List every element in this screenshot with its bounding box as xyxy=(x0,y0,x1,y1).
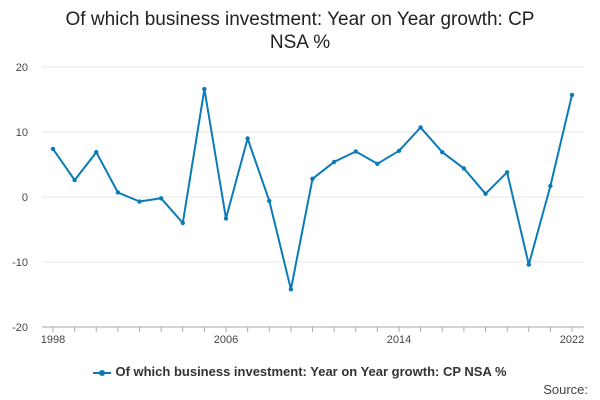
y-tick-label: 20 xyxy=(16,62,28,74)
data-point xyxy=(137,199,142,204)
data-point xyxy=(288,287,294,292)
data-point xyxy=(461,166,467,171)
chart-title-line-2: NSA % xyxy=(269,32,331,53)
data-point xyxy=(504,170,510,175)
data-point xyxy=(267,198,272,204)
data-point xyxy=(202,86,207,92)
data-point xyxy=(353,149,358,154)
data-point xyxy=(548,183,553,189)
data-point xyxy=(396,148,402,154)
x-tick-label: 2006 xyxy=(214,334,238,346)
x-tick-label: 2022 xyxy=(560,334,584,346)
data-point xyxy=(180,220,185,226)
chart-title: Of which business investment: Year on Ye… xyxy=(0,8,600,54)
source-label: Source: xyxy=(543,382,588,397)
x-tick-label: 1998 xyxy=(41,334,65,346)
data-point xyxy=(375,161,380,167)
data-point xyxy=(310,176,315,181)
x-tick-label: 2014 xyxy=(387,334,411,346)
y-tick-label: -10 xyxy=(12,257,28,269)
data-point xyxy=(331,159,337,165)
data-point xyxy=(223,216,229,221)
data-point xyxy=(440,149,445,155)
series-line xyxy=(52,88,573,291)
data-point xyxy=(115,190,121,195)
data-point xyxy=(158,196,164,201)
y-tick-label: -20 xyxy=(12,322,28,334)
legend-swatch xyxy=(93,369,112,376)
y-tick-label: 0 xyxy=(22,192,28,204)
y-tick-label: 10 xyxy=(16,127,28,139)
chart-title-line-1: Of which business investment: Year on Ye… xyxy=(65,9,535,30)
legend-label: Of which business investment: Year on Ye… xyxy=(115,364,507,379)
data-point xyxy=(483,191,488,196)
data-point xyxy=(50,146,56,152)
data-point xyxy=(94,149,99,155)
data-point xyxy=(418,125,423,130)
chart-legend[interactable]: Of which business investment: Year on Ye… xyxy=(0,364,600,379)
data-point xyxy=(569,92,575,98)
data-point xyxy=(526,262,531,267)
data-point xyxy=(72,177,77,183)
data-point xyxy=(245,136,250,141)
